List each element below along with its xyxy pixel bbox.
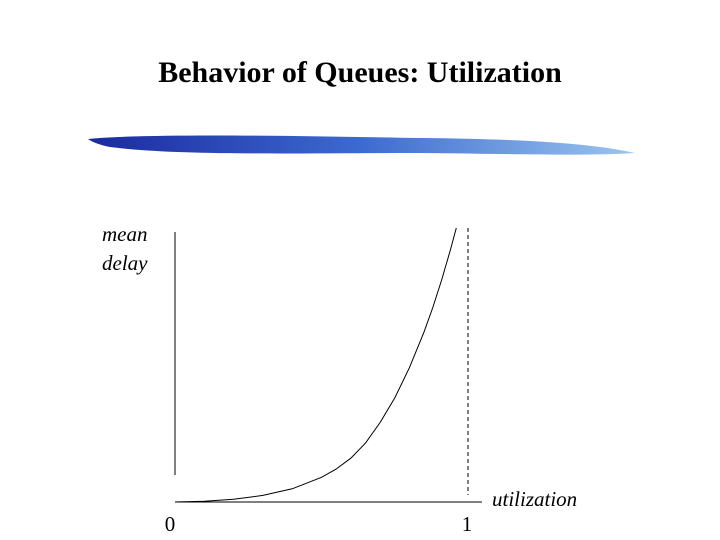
y-axis-label-line-1: mean bbox=[102, 222, 148, 246]
x-tick-label-0: 0 bbox=[165, 512, 176, 536]
x-axis-label: utilization bbox=[492, 487, 577, 511]
delay-curve bbox=[174, 227, 457, 503]
y-axis-label-line-2: delay bbox=[102, 251, 148, 275]
slide-title: Behavior of Queues: Utilization bbox=[158, 56, 562, 89]
x-tick-label-1: 1 bbox=[462, 512, 473, 536]
